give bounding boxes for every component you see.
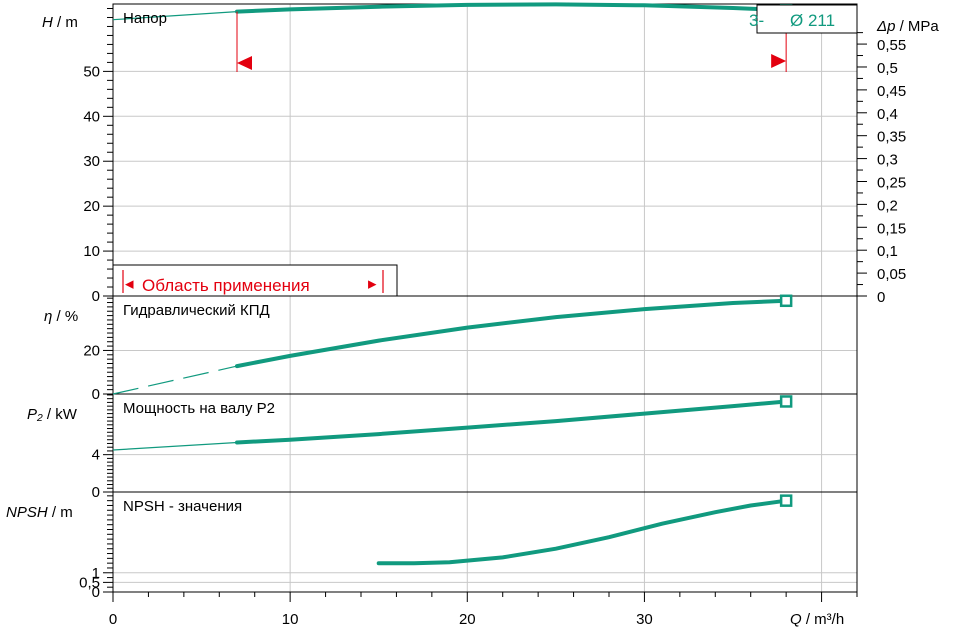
head-panel-title: Напор bbox=[123, 10, 167, 27]
diameter-label-box bbox=[756, 4, 858, 34]
application-range-arrow-right: ▸ bbox=[368, 274, 377, 293]
head-panel-frame bbox=[112, 3, 858, 297]
y-tick-label: 50 bbox=[83, 63, 100, 80]
power-panel-title: Мощность на валу P2 bbox=[123, 400, 275, 417]
y-tick-label: 20 bbox=[83, 342, 100, 359]
y-tick-label: 0 bbox=[92, 584, 100, 601]
right-y-tick-label: 0,45 bbox=[877, 83, 906, 100]
application-range-box bbox=[112, 264, 398, 297]
right-y-tick-label: 0,4 bbox=[877, 106, 898, 123]
y-axis-unit: / % bbox=[52, 308, 78, 325]
head-y-axis-title: H / m bbox=[42, 14, 78, 31]
range-start-arrow bbox=[237, 56, 252, 70]
right-y-tick-label: 0,2 bbox=[877, 197, 898, 214]
npsh-panel-title: NPSH - значения bbox=[123, 498, 242, 515]
y-tick-label: 20 bbox=[83, 198, 100, 215]
x-tick-label: 10 bbox=[282, 611, 299, 628]
power-y-axis-title: P₂ / kW bbox=[27, 406, 78, 423]
x-tick-label: 20 bbox=[459, 611, 476, 628]
head-curve-thin-segment bbox=[112, 11, 238, 21]
y-tick-label: 0 bbox=[92, 386, 100, 403]
y-tick-label: 40 bbox=[83, 108, 100, 125]
right-y-axis-unit: / MPa bbox=[895, 18, 939, 35]
right-y-tick-label: 0,3 bbox=[877, 152, 898, 169]
y-tick-label: 0 bbox=[92, 484, 100, 501]
y-axis-unit: / kW bbox=[43, 406, 78, 423]
grid-layer bbox=[113, 4, 857, 592]
y-tick-label: 1 bbox=[92, 565, 100, 582]
efficiency-curve-end-marker bbox=[779, 294, 793, 308]
x-axis-title: Q / m³/h bbox=[790, 611, 844, 628]
y-axis-unit: / m bbox=[48, 504, 73, 521]
y-tick-label: 30 bbox=[83, 153, 100, 170]
right-y-tick-label: 0,5 bbox=[877, 60, 898, 77]
right-y-tick-label: 0,55 bbox=[877, 37, 906, 54]
efficiency-curve bbox=[235, 298, 789, 369]
diameter-label: Ø 211 bbox=[790, 11, 835, 30]
power-curve bbox=[235, 399, 789, 445]
right-y-axis-title: Δp / MPa bbox=[876, 18, 939, 35]
y-axis-unit: / m bbox=[53, 14, 78, 31]
y-tick-label: 4 bbox=[92, 447, 100, 464]
npsh-y-axis-title: NPSH / m bbox=[6, 504, 73, 521]
right-y-tick-label: 0,1 bbox=[877, 243, 898, 260]
efficiency-y-axis-title: η / % bbox=[44, 308, 78, 325]
right-y-tick-label: 0,15 bbox=[877, 220, 906, 237]
npsh-curve-end-marker bbox=[779, 494, 793, 507]
x-axis-unit: / m³/h bbox=[802, 611, 845, 628]
right-y-tick-label: 0,25 bbox=[877, 174, 906, 191]
right-y-tick-label: 0,05 bbox=[877, 266, 906, 283]
power-curve-thin-segment bbox=[112, 441, 238, 451]
right-y-tick-label: 0 bbox=[877, 289, 885, 306]
head-curve bbox=[235, 2, 789, 14]
y-axis-symbol: P₂ bbox=[27, 406, 43, 423]
y-axis-symbol: H bbox=[42, 14, 53, 31]
y-tick-label: 0 bbox=[92, 288, 100, 305]
x-tick-label: 30 bbox=[636, 611, 653, 628]
diameter-prefix: 3- bbox=[749, 11, 764, 30]
application-range-arrow-left: ◂ bbox=[125, 274, 134, 293]
npsh-panel-frame bbox=[112, 491, 858, 593]
annotation-layer bbox=[112, 4, 858, 297]
y-tick-label: 0,5 bbox=[79, 574, 100, 591]
y-axis-symbol: NPSH bbox=[6, 504, 48, 521]
efficiency-panel-title: Гидравлический КПД bbox=[123, 302, 270, 319]
npsh-curve bbox=[376, 498, 789, 566]
y-tick-label: 10 bbox=[83, 243, 100, 260]
efficiency-curve-thin-segment bbox=[112, 365, 238, 395]
frame-layer bbox=[103, 3, 867, 602]
power-curve-end-marker bbox=[779, 395, 793, 408]
right-y-axis-symbol: Δp bbox=[876, 18, 895, 35]
x-axis-symbol: Q bbox=[790, 611, 802, 628]
x-tick-label: 0 bbox=[109, 611, 117, 628]
y-axis-symbol: η bbox=[44, 308, 52, 325]
range-end-arrow bbox=[771, 54, 787, 68]
curve-layer bbox=[112, 2, 793, 566]
right-y-tick-label: 0,35 bbox=[877, 129, 906, 146]
application-range-label: Область применения bbox=[142, 276, 310, 295]
